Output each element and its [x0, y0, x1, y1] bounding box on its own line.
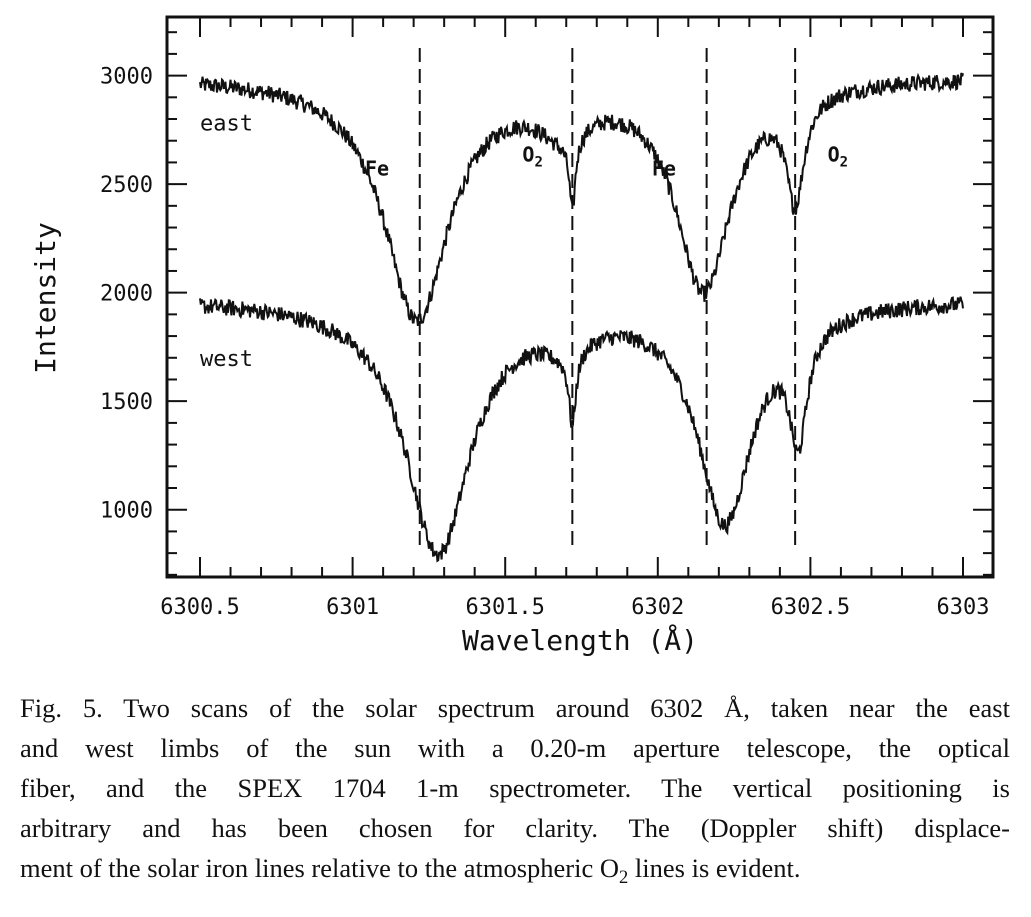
caption-line: arbitrary and has been chosen for clarit…	[20, 813, 1010, 843]
reference-lines	[418, 48, 797, 545]
caption-subscript: 2	[619, 867, 629, 888]
x-tick-label: 6303	[937, 595, 990, 620]
figure-caption: Fig. 5. Two scans of the solar spectrum …	[20, 688, 1010, 888]
plot-frame	[165, 15, 995, 579]
caption-line: Fig. 5. Two scans of the solar spectrum …	[20, 693, 1010, 723]
caption-line: fiber, and the SPEX 1704 1-m spectromete…	[20, 773, 1010, 803]
annotation-subscript: 2	[840, 154, 848, 170]
y-tick-label: 3000	[100, 65, 153, 90]
series-group: east west	[199, 72, 964, 563]
y-tick-labels: 1000 1500 2000 2500 3000	[100, 65, 153, 524]
axis-ticks	[167, 17, 993, 577]
line-annotation: O2	[522, 142, 542, 170]
y-tick-label: 2500	[100, 173, 153, 198]
x-tick-label: 6301.5	[465, 595, 544, 620]
series-label-east: east	[200, 112, 253, 137]
y-tick-label: 2000	[100, 282, 153, 307]
x-tick-label: 6301	[326, 595, 379, 620]
line-annotation: O2	[828, 142, 848, 170]
y-axis-title: Intensity	[29, 222, 62, 374]
series-line-west	[199, 296, 964, 563]
y-tick-label: 1500	[100, 390, 153, 415]
series-line-east	[199, 72, 964, 327]
line-annotation: Fe	[365, 156, 389, 180]
caption-line: and west limbs of the sun with a 0.20-m …	[20, 733, 1010, 763]
caption-text: lines is evident.	[628, 853, 801, 883]
caption-line: ment of the solar iron lines relative to…	[20, 848, 1010, 888]
annotation-subscript: 2	[534, 154, 542, 170]
y-tick-label: 1000	[100, 499, 153, 524]
x-tick-labels: 6300.5 6301 6301.5 6302 6302.5 6303	[160, 595, 989, 620]
series-label-west: west	[200, 347, 253, 372]
x-tick-label: 6302.5	[771, 595, 850, 620]
line-annotations: Fe O2 Fe O2	[365, 142, 848, 180]
caption-text: ment of the solar iron lines relative to…	[20, 853, 620, 883]
line-annotation: Fe	[652, 156, 676, 180]
x-axis-title: Wavelength (Å)	[462, 623, 698, 657]
x-tick-label: 6300.5	[160, 595, 239, 620]
x-tick-label: 6302	[631, 595, 684, 620]
